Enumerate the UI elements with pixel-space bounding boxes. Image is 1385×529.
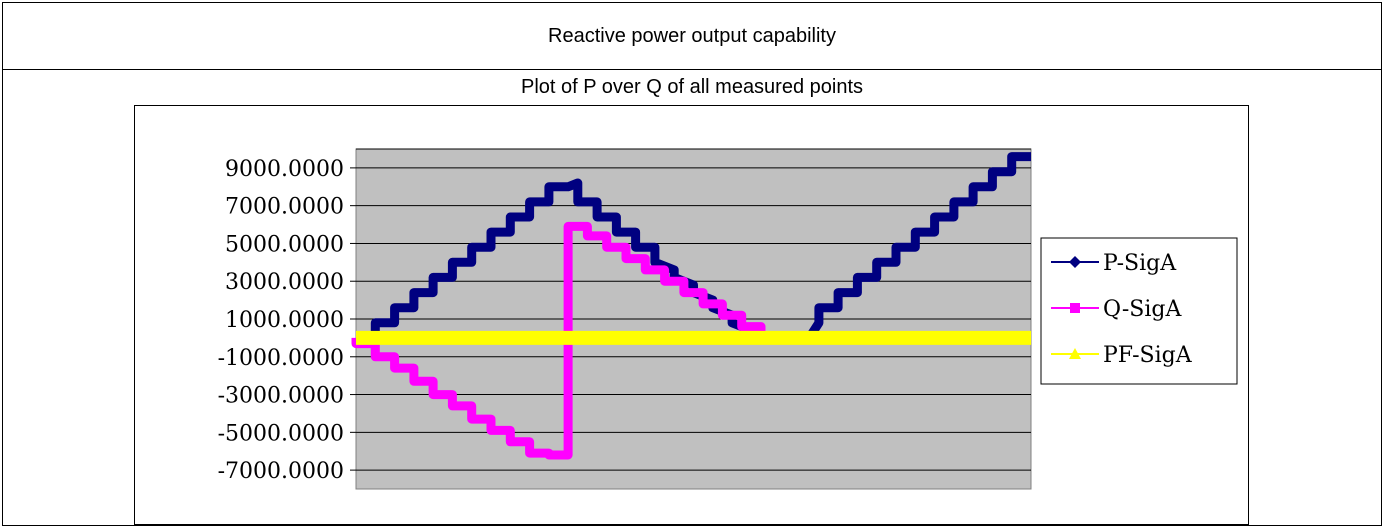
chart-svg: 9000.0000 7000.0000 5000.0000 3000.0000 1000…	[218, 148, 1238, 490]
y-tick-label: -7000.0000	[218, 459, 344, 484]
section-title: Reactive power output capability	[3, 3, 1381, 70]
chart-title: Plot of P over Q of all measured points	[520, 75, 864, 98]
legend-label: P-SigA	[1103, 251, 1177, 276]
y-tick-label: 9000.0000	[225, 157, 344, 182]
y-tick-label: 5000.0000	[225, 232, 344, 257]
chart-area: 9000.0000 7000.0000 5000.0000 3000.0000 1000…	[134, 105, 1249, 525]
y-tick-label: -1000.0000	[218, 346, 344, 371]
legend-marker-icon	[1070, 303, 1080, 313]
series-line-Q-SigA	[351, 221, 781, 460]
legend-label: PF-SigA	[1103, 343, 1193, 368]
y-tick-label: -3000.0000	[218, 384, 344, 409]
y-tick-label: 7000.0000	[225, 195, 344, 220]
legend-marker-icon	[1069, 256, 1081, 268]
legend-marker-icon	[1069, 348, 1081, 359]
y-tick-label: 3000.0000	[225, 270, 344, 295]
legend-label: Q-SigA	[1103, 297, 1182, 322]
y-tick-label: -5000.0000	[218, 421, 344, 446]
y-tick-label: 1000.0000	[225, 308, 344, 333]
